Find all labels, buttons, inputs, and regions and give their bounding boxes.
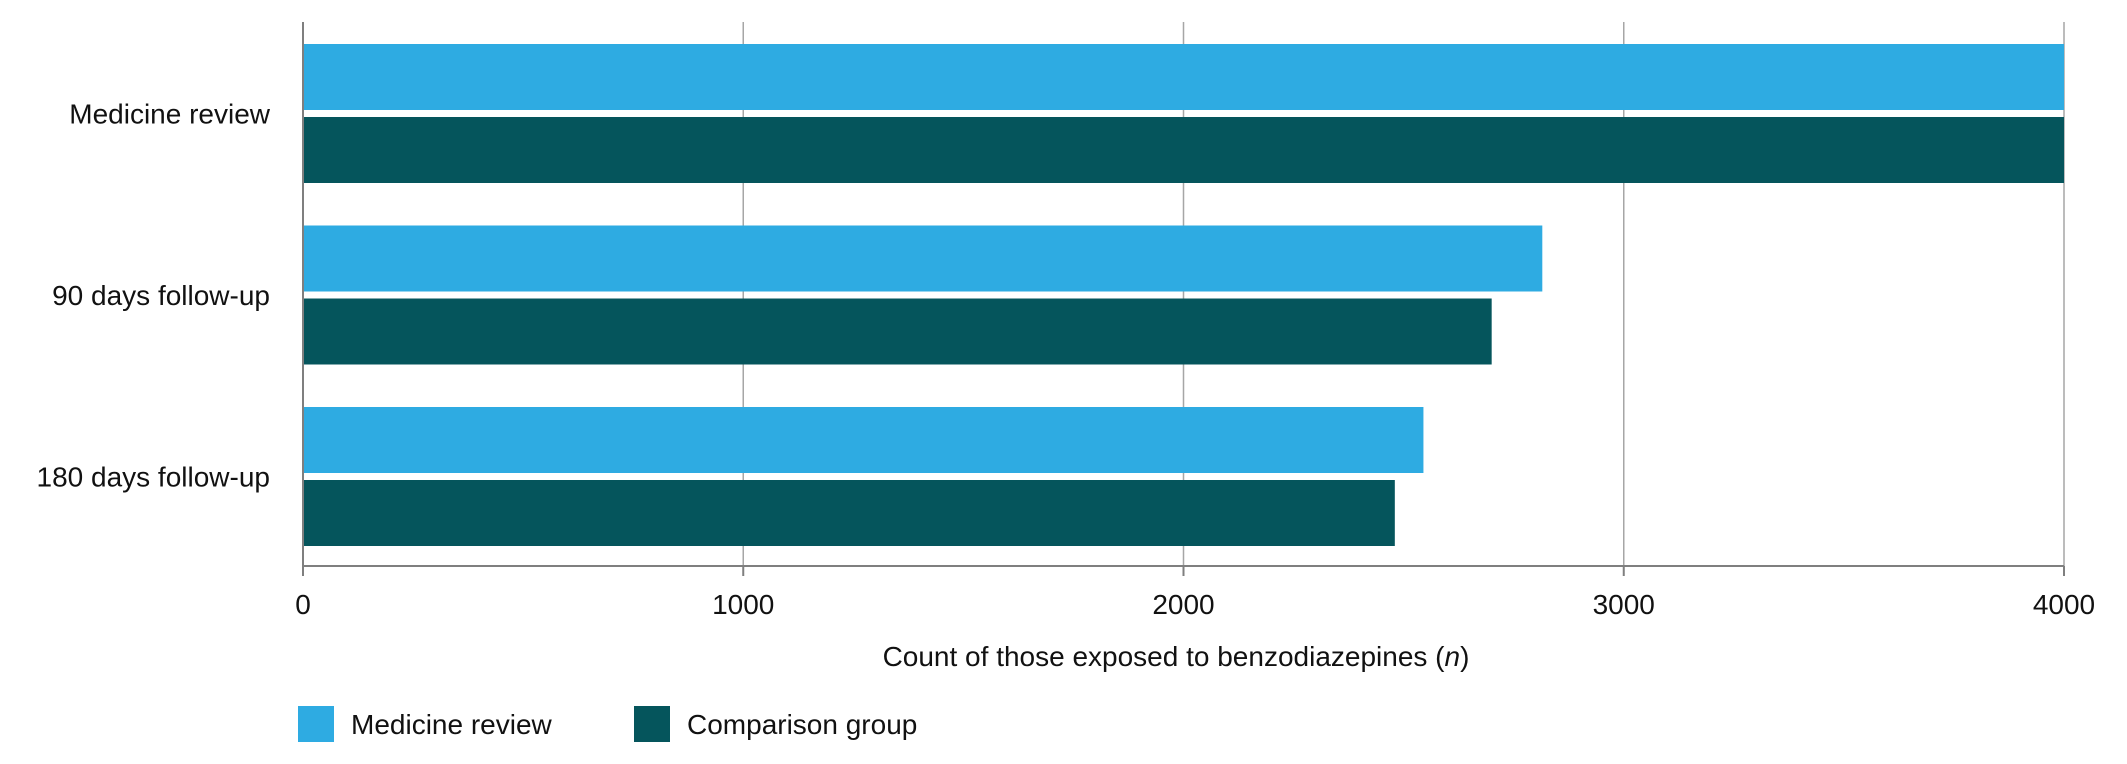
x-tick-label-4: 4000 (2033, 589, 2095, 620)
bar-2-0 (303, 407, 1424, 473)
legend-swatch-0 (298, 706, 334, 742)
category-label-2: 180 days follow-up (37, 462, 270, 493)
legend: Medicine review Comparison group (298, 706, 917, 742)
labels: Medicine review 90 days follow-up 180 days… (37, 99, 2096, 621)
axes (302, 22, 2065, 576)
gridlines (742, 22, 2065, 566)
category-label-0: Medicine review (69, 99, 271, 130)
x-tick-label-0: 0 (295, 589, 311, 620)
bar-0-1 (303, 117, 2064, 183)
legend-label-1: Comparison group (687, 709, 917, 740)
bar-0-0 (303, 44, 2064, 110)
bars (303, 44, 2064, 546)
x-tick-label-3: 3000 (1593, 589, 1655, 620)
x-tick-label-1: 1000 (712, 589, 774, 620)
bar-1-0 (303, 225, 1543, 292)
x-axis-title: Count of those exposed to benzodiazepine… (883, 641, 1470, 672)
category-label-1: 90 days follow-up (52, 280, 270, 311)
legend-swatch-1 (634, 706, 670, 742)
bar-2-1 (303, 480, 1395, 546)
bar-1-1 (303, 298, 1492, 365)
legend-label-0: Medicine review (351, 709, 553, 740)
x-tick-label-2: 2000 (1152, 589, 1214, 620)
